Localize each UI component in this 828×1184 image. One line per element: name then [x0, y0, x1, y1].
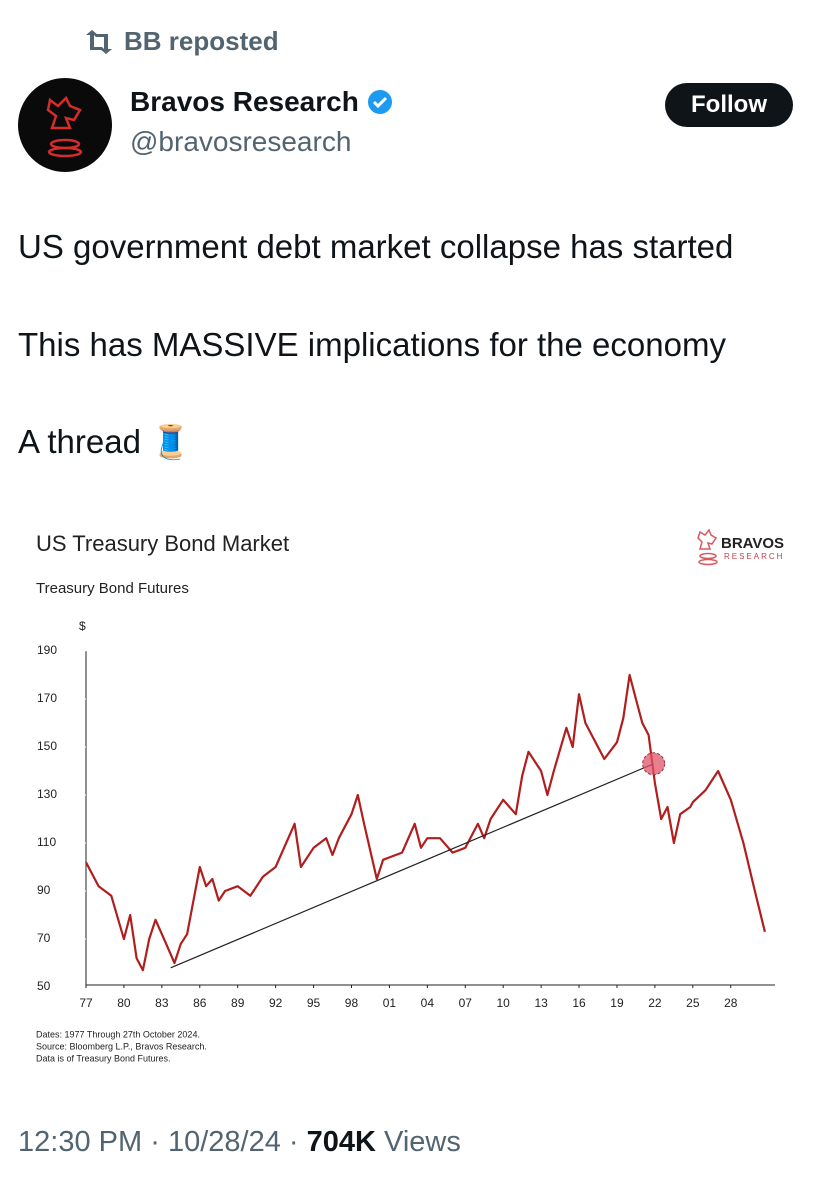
follow-button[interactable]: Follow	[665, 83, 793, 127]
x-tick-label: 16	[572, 996, 586, 1010]
views-label: Views	[384, 1126, 461, 1158]
chart-image[interactable]: US Treasury Bond Market Treasury Bond Fu…	[0, 510, 828, 1090]
y-tick-label: 90	[37, 883, 51, 897]
tweet-text-line: US government debt market collapse has s…	[18, 228, 734, 265]
x-tick-label: 10	[497, 996, 511, 1010]
repost-icon	[86, 29, 112, 54]
x-tick-label: 86	[193, 996, 207, 1010]
y-tick-label: 130	[37, 787, 57, 801]
x-tick-label: 92	[269, 996, 283, 1010]
avatar[interactable]	[18, 78, 112, 172]
logo-sub: RESEARCH	[724, 552, 784, 561]
x-tick-label: 28	[724, 996, 738, 1010]
x-tick-label: 07	[459, 996, 473, 1010]
author-name[interactable]: Bravos Research	[130, 86, 359, 117]
x-tick-label: 22	[648, 996, 662, 1010]
author-handle[interactable]: @bravosresearch	[130, 126, 352, 157]
x-tick-label: 80	[117, 996, 131, 1010]
tweet-text-line: A thread 🧵	[18, 423, 192, 460]
highlight-point	[642, 752, 666, 776]
chart-subtitle: Treasury Bond Futures	[36, 580, 189, 597]
x-tick-label: 95	[307, 996, 321, 1010]
chart-note: Data is of Treasury Bond Futures.	[36, 1053, 171, 1063]
x-tick-label: 04	[421, 996, 435, 1010]
x-tick-label: 25	[686, 996, 700, 1010]
y-tick-label: 150	[37, 739, 57, 753]
tweet-text-line: This has MASSIVE implications for the ec…	[18, 326, 726, 363]
y-tick-label: 190	[37, 643, 57, 657]
chart-note: Source: Bloomberg L.P., Bravos Research.	[36, 1041, 207, 1051]
x-tick-label: 13	[534, 996, 548, 1010]
x-tick-label: 01	[383, 996, 397, 1010]
separator: ·	[150, 1126, 160, 1158]
tweet-footer: 12:30 PM · 10/28/24 · 704K Views	[18, 1126, 461, 1159]
views-count: 704K	[306, 1126, 376, 1158]
date: 10/28/24	[167, 1126, 281, 1158]
repost-header: BB reposted	[84, 26, 279, 57]
logo: BRAVOS RESEARCH	[697, 528, 784, 566]
repost-label: BB reposted	[124, 26, 279, 56]
x-tick-label: 77	[79, 996, 93, 1010]
chart-note: Dates: 1977 Through 27th October 2024.	[36, 1029, 200, 1039]
logo-name: BRAVOS	[721, 535, 784, 552]
trend-line	[170, 763, 654, 969]
chart-title: US Treasury Bond Market	[36, 531, 289, 556]
x-tick-label: 83	[155, 996, 169, 1010]
y-tick-label: 110	[37, 835, 56, 849]
separator: ·	[288, 1126, 299, 1158]
y-tick-label: 50	[37, 979, 51, 993]
x-tick-label: 19	[610, 996, 624, 1010]
y-tick-label: 70	[37, 931, 51, 945]
verified-badge	[367, 90, 392, 114]
x-tick-label: 89	[231, 996, 245, 1010]
time: 12:30 PM	[18, 1126, 143, 1158]
y-unit: $	[79, 619, 86, 633]
y-tick-label: 170	[37, 691, 57, 705]
price-line	[85, 673, 766, 972]
author-name-row: Bravos Research	[130, 86, 393, 118]
x-tick-label: 98	[345, 996, 359, 1010]
